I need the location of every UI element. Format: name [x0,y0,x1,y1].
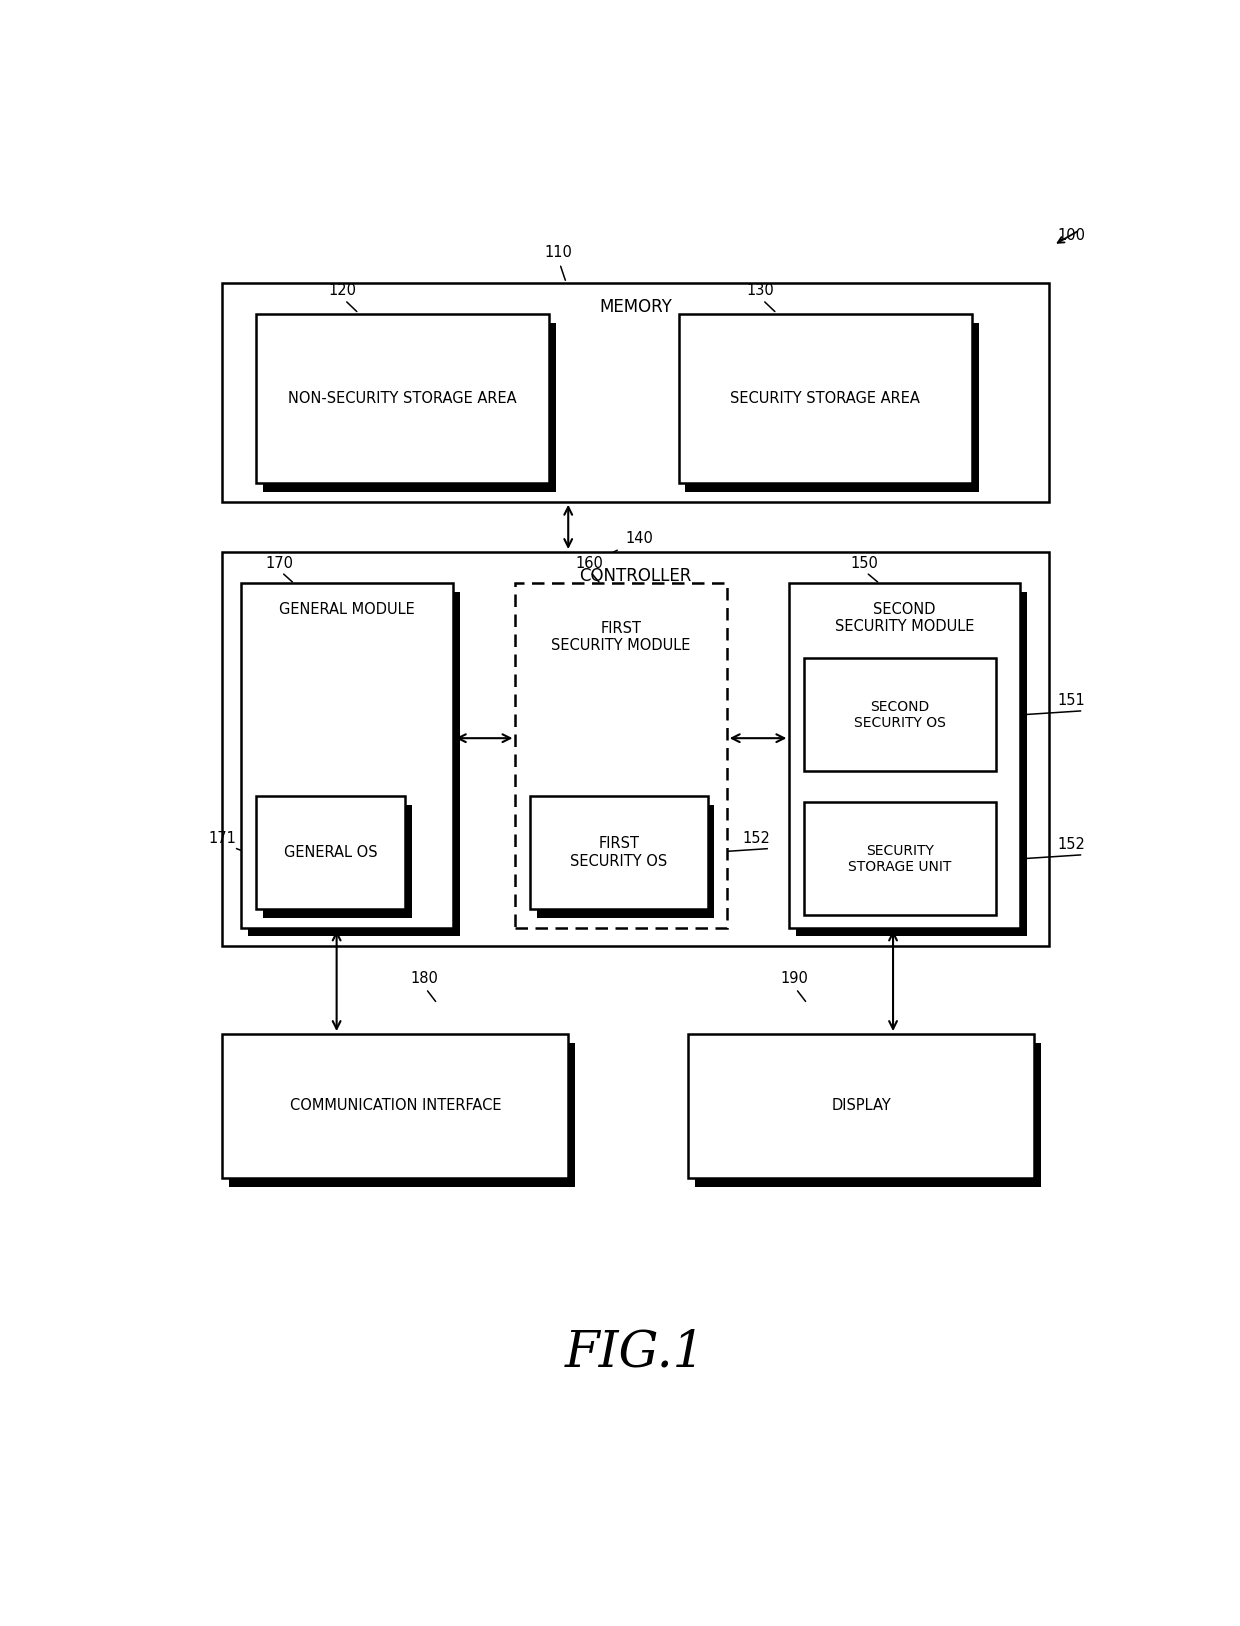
Text: FIG.1: FIG.1 [565,1328,706,1377]
Text: 160: 160 [575,556,604,571]
Bar [804,659,996,771]
Text: 170: 170 [265,556,294,571]
Text: 180: 180 [410,971,438,987]
Text: 120: 120 [329,283,356,298]
Bar [229,1042,575,1187]
Text: 110: 110 [544,246,573,260]
Text: 151: 151 [1058,693,1085,709]
Text: 190: 190 [780,971,808,987]
Bar [222,1034,568,1177]
Bar [796,592,1027,937]
Text: 130: 130 [746,283,774,298]
Text: SECURITY
STORAGE UNIT: SECURITY STORAGE UNIT [848,844,951,873]
Bar [516,584,727,927]
Text: CONTROLLER: CONTROLLER [579,567,692,585]
Bar [789,584,1019,927]
Bar [222,283,1049,502]
Bar [263,324,556,491]
Bar [686,324,978,491]
Text: COMMUNICATION INTERFACE: COMMUNICATION INTERFACE [289,1099,501,1114]
Text: SECOND
SECURITY OS: SECOND SECURITY OS [854,699,946,730]
Text: SECURITY STORAGE AREA: SECURITY STORAGE AREA [730,392,920,406]
Bar [804,802,996,915]
Bar [688,1034,1034,1177]
Bar [255,314,549,483]
Text: DISPLAY: DISPLAY [832,1099,892,1114]
Bar [255,797,404,909]
Text: FIRST
SECURITY MODULE: FIRST SECURITY MODULE [552,621,691,654]
Text: FIRST
SECURITY OS: FIRST SECURITY OS [570,836,667,868]
Bar [537,805,714,917]
Text: 150: 150 [851,556,878,571]
Text: 171: 171 [208,831,237,846]
Bar [263,805,412,917]
Bar [242,584,453,927]
Text: 152: 152 [743,831,770,846]
Text: 100: 100 [1058,228,1085,242]
Text: MEMORY: MEMORY [599,298,672,315]
Bar [248,592,460,937]
Text: 152: 152 [1058,837,1085,852]
Bar [222,551,1049,946]
Bar [696,1042,1042,1187]
Text: GENERAL OS: GENERAL OS [284,846,377,860]
Text: SECOND
SECURITY MODULE: SECOND SECURITY MODULE [835,602,975,634]
Text: GENERAL MODULE: GENERAL MODULE [279,602,415,616]
Bar [529,797,708,909]
Bar [678,314,972,483]
Text: NON-SECURITY STORAGE AREA: NON-SECURITY STORAGE AREA [288,392,517,406]
Text: 140: 140 [626,530,653,546]
